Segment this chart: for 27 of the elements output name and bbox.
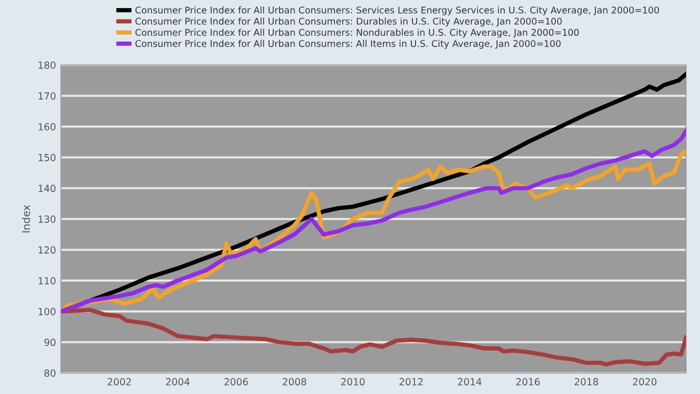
legend-label: Consumer Price Index for All Urban Consumers: All Items in U.S. City Average, Jan 2000=100 xyxy=(135,40,561,49)
line-series xyxy=(61,308,686,366)
x-tick-label: 2006 xyxy=(224,378,248,386)
legend-label: Consumer Price Index for All Urban Consumers: Durables in U.S. City Average, Jan 2000=100 xyxy=(135,18,562,26)
y-tick-label: 110 xyxy=(38,277,56,284)
y-tick-label: 130 xyxy=(38,215,56,223)
y-tick-label: 150 xyxy=(38,154,56,162)
x-tick-label: 2012 xyxy=(400,378,423,386)
x-tick-label: 2018 xyxy=(574,378,598,386)
y-tick-label: 180 xyxy=(38,61,56,69)
y-tick-label: 140 xyxy=(38,184,56,192)
y-tick-label: 170 xyxy=(38,92,56,100)
y-tick-label: 100 xyxy=(38,308,56,316)
y-axis-title: Index xyxy=(22,205,30,232)
y-tick-label: 120 xyxy=(38,246,56,254)
y-tick-label: 90 xyxy=(44,338,56,346)
legend-label: Consumer Price Index for All Urban Consumers: Nondurables in U.S. City Average, Jan 2000=100 xyxy=(135,28,579,38)
y-tick-label: 160 xyxy=(38,123,56,130)
x-tick-label: 2014 xyxy=(458,378,482,386)
x-tick-label: 2002 xyxy=(108,378,131,386)
x-tick-label: 2008 xyxy=(282,378,306,386)
legend-label: Consumer Price Index for All Urban Consumers: Services Less Energy Services in U.S. City Average, Jan 2000=100 xyxy=(135,6,659,16)
x-tick-label: 2020 xyxy=(633,378,656,386)
y-tick-label: 80 xyxy=(44,369,56,377)
x-tick-label: 2004 xyxy=(166,378,190,386)
x-tick-label: 2016 xyxy=(516,378,540,386)
x-tick-label: 2010 xyxy=(341,378,365,386)
